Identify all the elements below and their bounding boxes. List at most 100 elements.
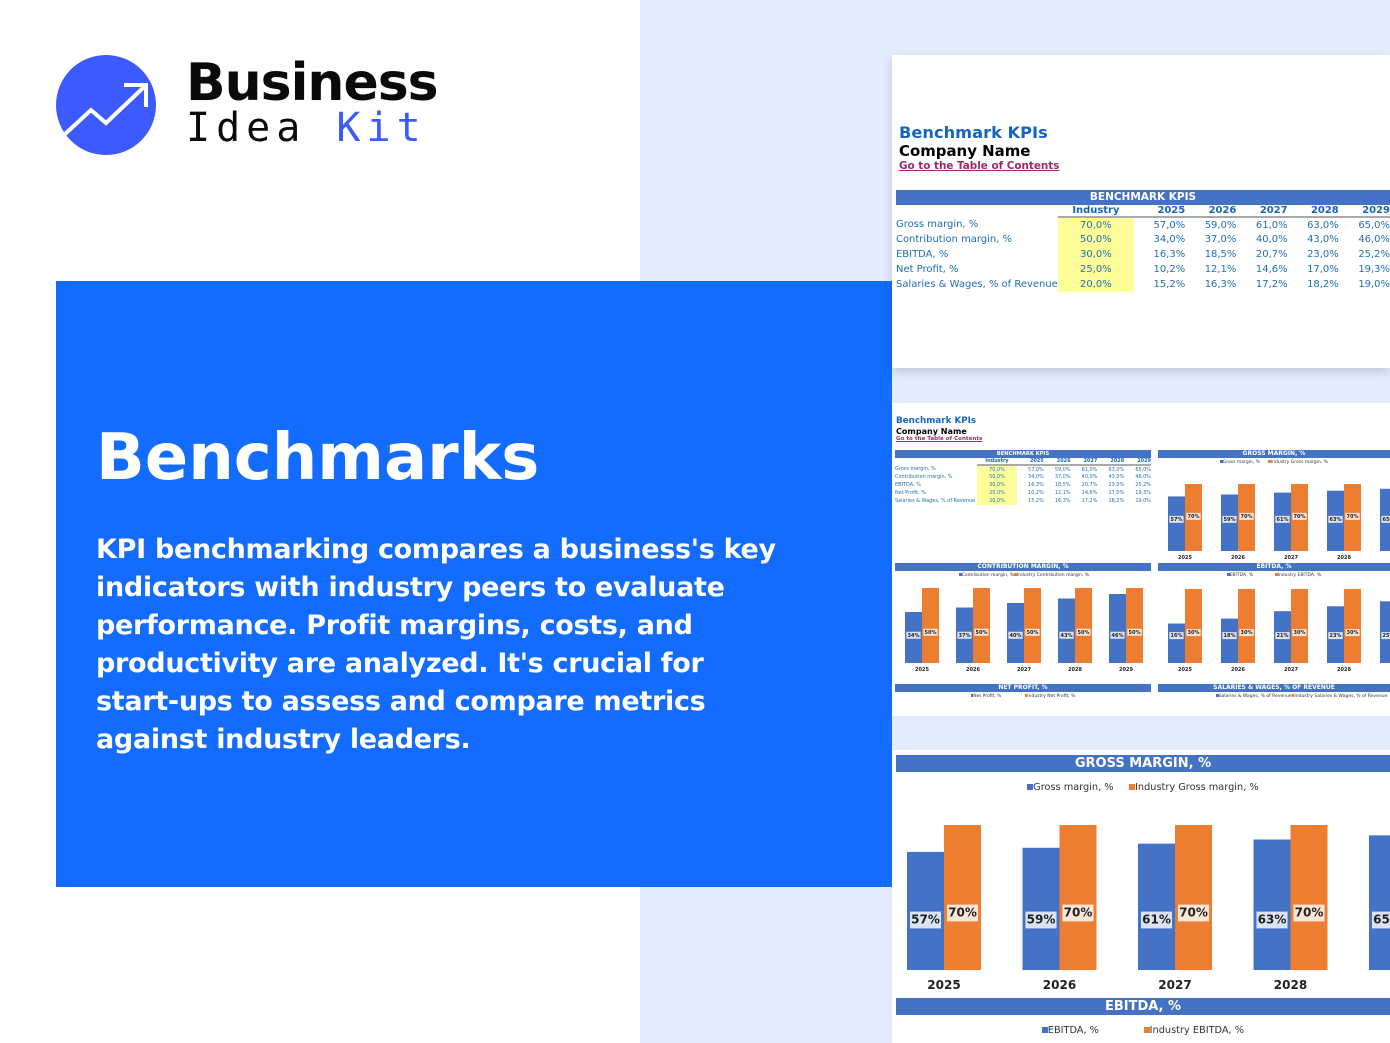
row-label: EBITDA, % — [896, 249, 949, 260]
data-label-box — [1076, 628, 1091, 636]
tick-label: 2026 — [1231, 667, 1245, 673]
data-label: 65% — [1383, 517, 1390, 523]
bar-chart: SALARIES & WAGES, % OF REVENUE Salaries … — [1158, 684, 1390, 714]
column-header: 2025 — [1016, 458, 1044, 466]
cell-value: 57,0% — [1153, 219, 1186, 231]
data-label: 65% — [1373, 913, 1390, 927]
tick-label: 2027 — [1284, 555, 1298, 561]
screenshot-dashboard: Benchmark KPIs Company Name Go to the Ta… — [892, 403, 1390, 716]
cell-value: 25,0% — [1057, 262, 1134, 277]
bar — [1126, 588, 1143, 663]
cell-value: 43,0% — [1108, 474, 1125, 480]
data-label: 21% — [1277, 633, 1289, 639]
cell-value: 30,0% — [977, 481, 1017, 489]
cell-value: 16,3% — [1153, 249, 1186, 260]
cell-value: 46,0% — [1358, 234, 1390, 245]
legend-item: Industry Contribution margin, % — [1014, 573, 1089, 578]
row-label: Salaries & Wages, % of Revenue — [896, 279, 1058, 290]
tick-label: 2026 — [1043, 978, 1076, 992]
data-label: 63% — [1330, 517, 1342, 523]
data-label: 70% — [1295, 906, 1324, 920]
cell-value: 15,2% — [1153, 279, 1186, 290]
row-label: Salaries & Wages, % of Revenue — [895, 498, 976, 504]
bar-chart: NET PROFIT, % Net Profit, % Industry Net … — [895, 684, 1151, 714]
table-row: Contribution margin, % 50,0% 34,0% 37,0% 40,… — [896, 232, 1390, 247]
data-label: 57% — [911, 913, 940, 927]
brand-logo: Business Idea Kit — [56, 53, 439, 155]
table-row: Salaries & Wages, % of Revenue 20,0% 15,2%… — [896, 277, 1390, 292]
data-label: 30% — [1241, 630, 1253, 636]
data-label-box — [1328, 632, 1343, 640]
tick-label: 2027 — [1284, 667, 1298, 673]
bar — [1168, 496, 1185, 551]
hero-description: KPI benchmarking compares a business's k… — [96, 534, 776, 755]
toc-link[interactable]: Go to the Table of Contents — [896, 436, 983, 443]
cell-value: 20,0% — [1057, 277, 1134, 292]
data-label-box — [974, 628, 989, 636]
row-label: Gross margin, % — [896, 219, 979, 230]
table-row: Gross margin, % 70,0% 57,0% 59,0% 61,0% 63,0%… — [895, 465, 1151, 473]
legend-swatch — [1216, 694, 1219, 697]
data-label-box — [1256, 911, 1288, 929]
cell-value: 18,2% — [1108, 498, 1125, 504]
data-label-box — [1169, 515, 1184, 523]
cell-value: 43,0% — [1307, 234, 1339, 245]
cell-value: 15,2% — [1028, 498, 1044, 504]
company-name: Company Name — [896, 426, 967, 436]
data-label-box — [1062, 904, 1094, 922]
cell-value: 17,0% — [1108, 490, 1125, 496]
column-header: 2026 — [1043, 458, 1071, 466]
legend-swatch — [1220, 460, 1223, 463]
data-label: 57% — [1171, 517, 1183, 523]
legend-swatch — [1014, 573, 1017, 576]
cell-value: 18,2% — [1307, 279, 1339, 290]
row-label: Contribution margin, % — [896, 234, 1013, 245]
data-label: 30% — [1347, 630, 1359, 636]
legend-swatch — [1268, 460, 1271, 463]
cell-value: 19,3% — [1358, 264, 1390, 275]
legend-item: EBITDA, % — [1041, 1025, 1099, 1036]
chart-title: EBITDA, % — [896, 998, 1390, 1015]
legend-swatch — [1291, 694, 1295, 697]
data-label-box — [1177, 904, 1210, 922]
tick-label: 2027 — [1017, 667, 1031, 673]
bar — [1238, 589, 1255, 663]
toc-link[interactable]: Go to the Table of Contents — [899, 160, 1060, 173]
legend-swatch — [1274, 573, 1278, 576]
cell-value: 40,0% — [1081, 474, 1098, 480]
cell-value: 12,1% — [1204, 264, 1237, 275]
table-row: Salaries & Wages, % of Revenue 20,0% 15,2%… — [895, 497, 1151, 505]
legend-item: EBITDA, % — [1226, 573, 1253, 578]
data-label: 40% — [1010, 633, 1022, 639]
data-label-box — [923, 628, 938, 636]
legend-item: Industry EBITDA, % — [1143, 1025, 1244, 1036]
data-label: 70% — [948, 906, 977, 920]
data-label: 59% — [1224, 517, 1236, 523]
data-label-box — [1275, 632, 1290, 640]
tick-label: 2026 — [966, 667, 980, 673]
data-label-box — [1293, 904, 1325, 922]
legend-item: Industry Salaries & Wages, % of Revenue — [1291, 694, 1387, 699]
data-label-box — [1169, 632, 1184, 640]
legend-swatch — [1041, 1027, 1048, 1033]
cell-value: 57,0% — [1028, 466, 1044, 473]
data-label-box — [1381, 632, 1390, 640]
cell-value: 40,0% — [1255, 234, 1288, 245]
screenshot-kpi-table: Benchmark KPIs Company Name Go to the Ta… — [892, 55, 1390, 368]
data-label: 70% — [1294, 514, 1306, 520]
data-label: 70% — [1347, 514, 1359, 520]
brand-word-kit: Kit — [336, 105, 427, 151]
cell-value: 19,0% — [1358, 279, 1390, 290]
cell-value: 25,2% — [1135, 482, 1151, 488]
bar — [1022, 847, 1060, 970]
cell-value: 19,3% — [1135, 490, 1151, 496]
data-label: 18% — [1224, 633, 1236, 639]
tick-label: 2025 — [1178, 667, 1192, 673]
data-label: 34% — [908, 633, 920, 639]
data-label: 63% — [1258, 913, 1287, 927]
data-label-box — [1345, 512, 1360, 520]
chart-title: NET PROFIT, % — [895, 684, 1151, 692]
bar — [1024, 588, 1041, 663]
bar-chart: GROSS MARGIN, % Gross margin, % Industry … — [1158, 450, 1390, 562]
bar — [1075, 588, 1092, 663]
